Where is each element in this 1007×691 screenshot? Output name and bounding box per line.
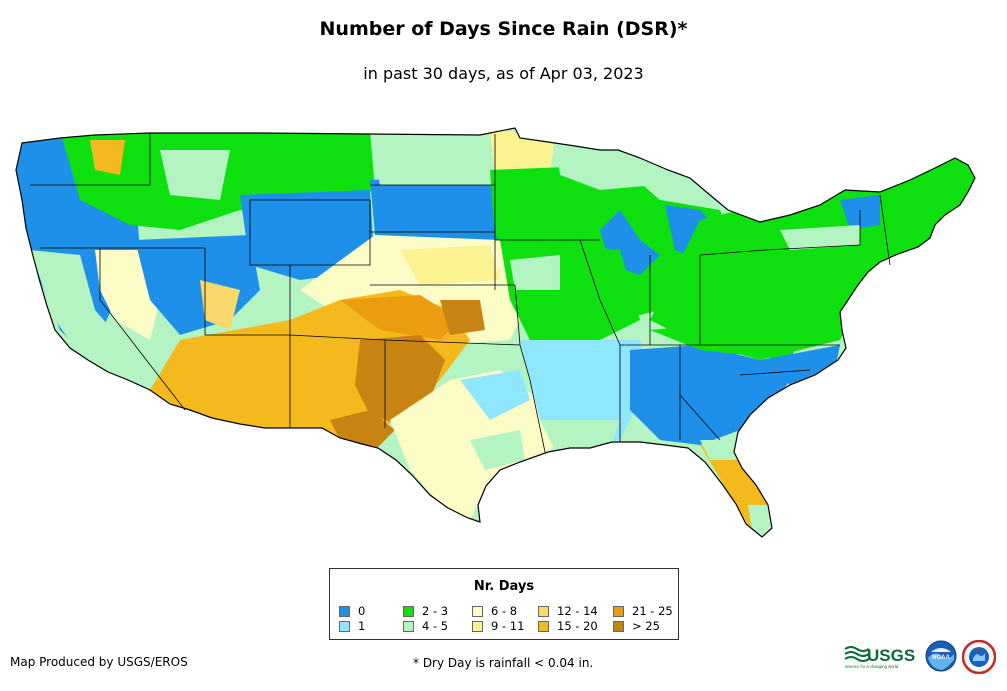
wyoming-colorado-region [240,190,375,280]
california-coast-region [30,250,170,410]
nws-logo [962,640,996,674]
legend-item: 15 - 20 [538,619,598,633]
usgs-logo: USGS science for a changing world [844,646,915,669]
legend-title: Nr. Days [473,579,535,594]
dry-day-footnote: * Dry Day is rainfall < 0.04 in. [413,656,594,670]
legend-item: 1 [339,619,365,633]
ohio-valley-northeast-region [650,150,975,360]
map-title: Number of Days Since Rain (DSR)* [319,18,688,40]
legend-swatch [472,620,483,632]
kansas-yellow-patch [400,245,500,285]
northern-plains-region [370,175,500,245]
oklahoma-dark-patch [440,300,485,335]
legend-label: 0 [358,604,366,618]
south-florida-patch [748,505,772,535]
map-subtitle: in past 30 days, as of Apr 03, 2023 [363,64,644,83]
usgs-wordmark: USGS [867,646,915,665]
legend-label: 6 - 8 [491,604,518,618]
north-dakota-region [370,130,495,185]
legend-label: 12 - 14 [557,604,598,618]
legend-label: 21 - 25 [632,604,673,618]
sw-kansas-patch [340,295,460,340]
arizona-north-patch [200,280,240,330]
legend-swatch [538,605,549,617]
texas-coast-patch [470,430,525,470]
legend-label: 1 [358,619,366,633]
state-borders [15,127,976,538]
usgs-tagline: science for a changing world [845,664,899,669]
montana-dry-patch [90,140,125,175]
legend-label: 15 - 20 [557,619,598,633]
legend-item: 9 - 11 [472,619,524,633]
gulf-coast-patch [540,420,620,450]
noaa-wordmark: NOAA [932,655,950,661]
legend-swatch [339,605,350,617]
legend-label: 2 - 3 [422,604,449,618]
legend-item: 4 - 5 [403,619,448,633]
pennsylvania-light-patch [780,225,860,250]
east-texas-patch [460,370,530,420]
legend-item: 0 [339,604,365,618]
montana-light-patch [160,150,230,200]
legend-label: 4 - 5 [422,619,449,633]
legend-swatch [613,620,624,632]
legend-swatch [403,620,414,632]
legend-item: > 25 [613,619,660,633]
legend-swatch [613,605,624,617]
legend-item: 2 - 3 [403,604,448,618]
legend-item: 21 - 25 [613,604,673,618]
legend-swatch [472,605,483,617]
missouri-light-patch [510,255,560,290]
map-credit: Map Produced by USGS/EROS [10,655,188,669]
legend-swatch [339,620,350,632]
legend-swatch [403,605,414,617]
florida-panhandle-patch [700,440,760,460]
noaa-logo: NOAA [925,640,957,672]
legend-item: 6 - 8 [472,604,517,618]
tennessee-green-patch [650,320,800,360]
legend-item: 12 - 14 [538,604,598,618]
legend-label: > 25 [632,619,660,633]
legend-swatch [538,620,549,632]
legend-label: 9 - 11 [491,619,525,633]
